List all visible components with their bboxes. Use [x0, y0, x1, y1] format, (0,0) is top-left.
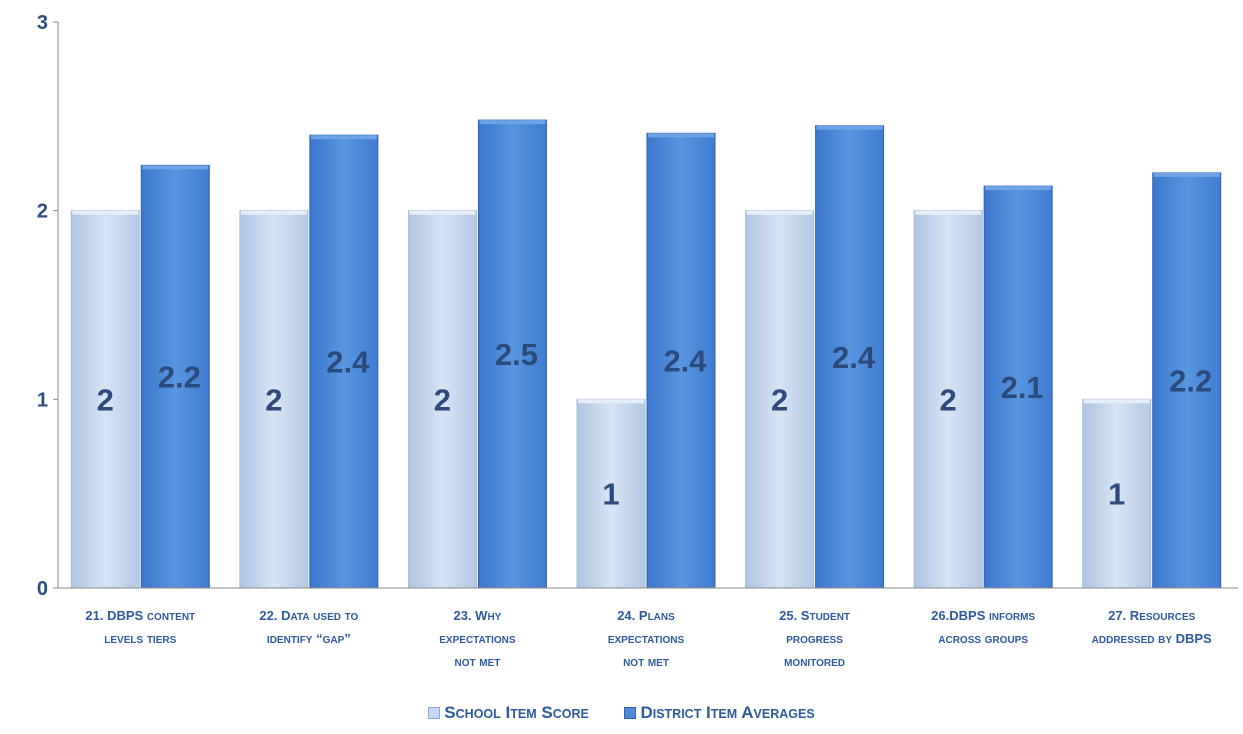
district-bar-cap	[1153, 172, 1220, 177]
legend-label-district: DISTRICT ITEM AVERAGES	[640, 703, 815, 722]
school-value-label: 2	[771, 382, 788, 417]
district-value-label: 2.5	[495, 337, 538, 372]
x-tick-label: 27. RESOURCES ADDRESSED BY DBPS	[1092, 608, 1212, 646]
x-tick-label: 26.DBPS INFORMS ACROSS GROUPS	[931, 608, 1035, 646]
district-value-label: 2.1	[1001, 370, 1044, 405]
school-bar-cap	[578, 399, 644, 404]
school-value-label: 2	[265, 382, 282, 417]
district-bar	[646, 132, 716, 589]
y-tick-label: 3	[37, 12, 48, 34]
district-bar-cap	[648, 133, 714, 138]
school-bar-cap	[409, 210, 476, 215]
school-bar	[407, 210, 477, 589]
school-bar	[576, 398, 646, 589]
district-bar	[477, 119, 547, 589]
district-value-label: 2.4	[832, 340, 876, 375]
school-bar	[745, 210, 815, 589]
district-bar-cap	[310, 135, 377, 140]
school-bar	[239, 210, 309, 589]
x-tick-label: 22. DATA USED TO IDENTIFY “GAP”	[259, 608, 358, 646]
school-bar-cap	[72, 210, 139, 215]
school-bar-cap	[240, 210, 307, 215]
legend: SCHOOL ITEM SCORE DISTRICT ITEM AVERAGES	[0, 703, 1243, 723]
legend-item-district: DISTRICT ITEM AVERAGES	[624, 703, 815, 723]
district-value-label: 2.4	[326, 345, 370, 380]
y-tick-label: 2	[37, 201, 48, 223]
district-bar-cap	[142, 165, 209, 170]
district-bar-cap	[479, 120, 546, 125]
school-value-label: 1	[1108, 477, 1125, 512]
x-tick-label: 21. DBPS CONTENT LEVELS TIERS	[85, 608, 195, 646]
district-value-label: 2.2	[158, 360, 201, 395]
legend-label-school: SCHOOL ITEM SCORE	[444, 703, 589, 722]
legend-swatch-district	[624, 707, 637, 719]
district-bar	[983, 185, 1053, 589]
district-bar-cap	[985, 186, 1052, 191]
axes	[57, 22, 1238, 589]
y-tick-label: 0	[37, 578, 48, 600]
legend-item-school: SCHOOL ITEM SCORE	[428, 703, 589, 723]
district-bar-cap	[816, 125, 883, 130]
bars: 2 2.2 2 2.4 2 2.5 1 2.4 2 2.4 2 2.1 1 2.2	[70, 119, 1222, 589]
legend-swatch-school	[428, 707, 441, 719]
y-axis-ticks: 0 1 2 3	[37, 12, 58, 600]
school-value-label: 2	[940, 382, 957, 417]
x-tick-label: 25. STUDENT PROGRESS MONITORED	[779, 608, 850, 669]
district-bar	[309, 134, 379, 589]
district-value-label: 2.4	[663, 344, 707, 379]
school-value-label: 2	[97, 382, 114, 417]
school-value-label: 1	[602, 477, 619, 512]
school-value-label: 2	[434, 382, 451, 417]
y-tick-label: 1	[37, 389, 48, 411]
school-bar	[913, 210, 983, 589]
school-bar	[70, 210, 140, 589]
x-tick-label: 23. WHY EXPECTATIONS NOT MET	[439, 608, 516, 669]
school-bar-cap	[915, 210, 982, 215]
school-bar-cap	[1083, 399, 1150, 404]
school-bar-cap	[746, 210, 813, 215]
x-tick-label: 24. PLANS EXPECTATIONS NOT MET	[608, 608, 685, 669]
district-bar	[1152, 172, 1222, 589]
x-axis-labels: 21. DBPS CONTENT LEVELS TIERS 22. DATA USE…	[85, 608, 1212, 669]
district-value-label: 2.2	[1169, 363, 1212, 398]
